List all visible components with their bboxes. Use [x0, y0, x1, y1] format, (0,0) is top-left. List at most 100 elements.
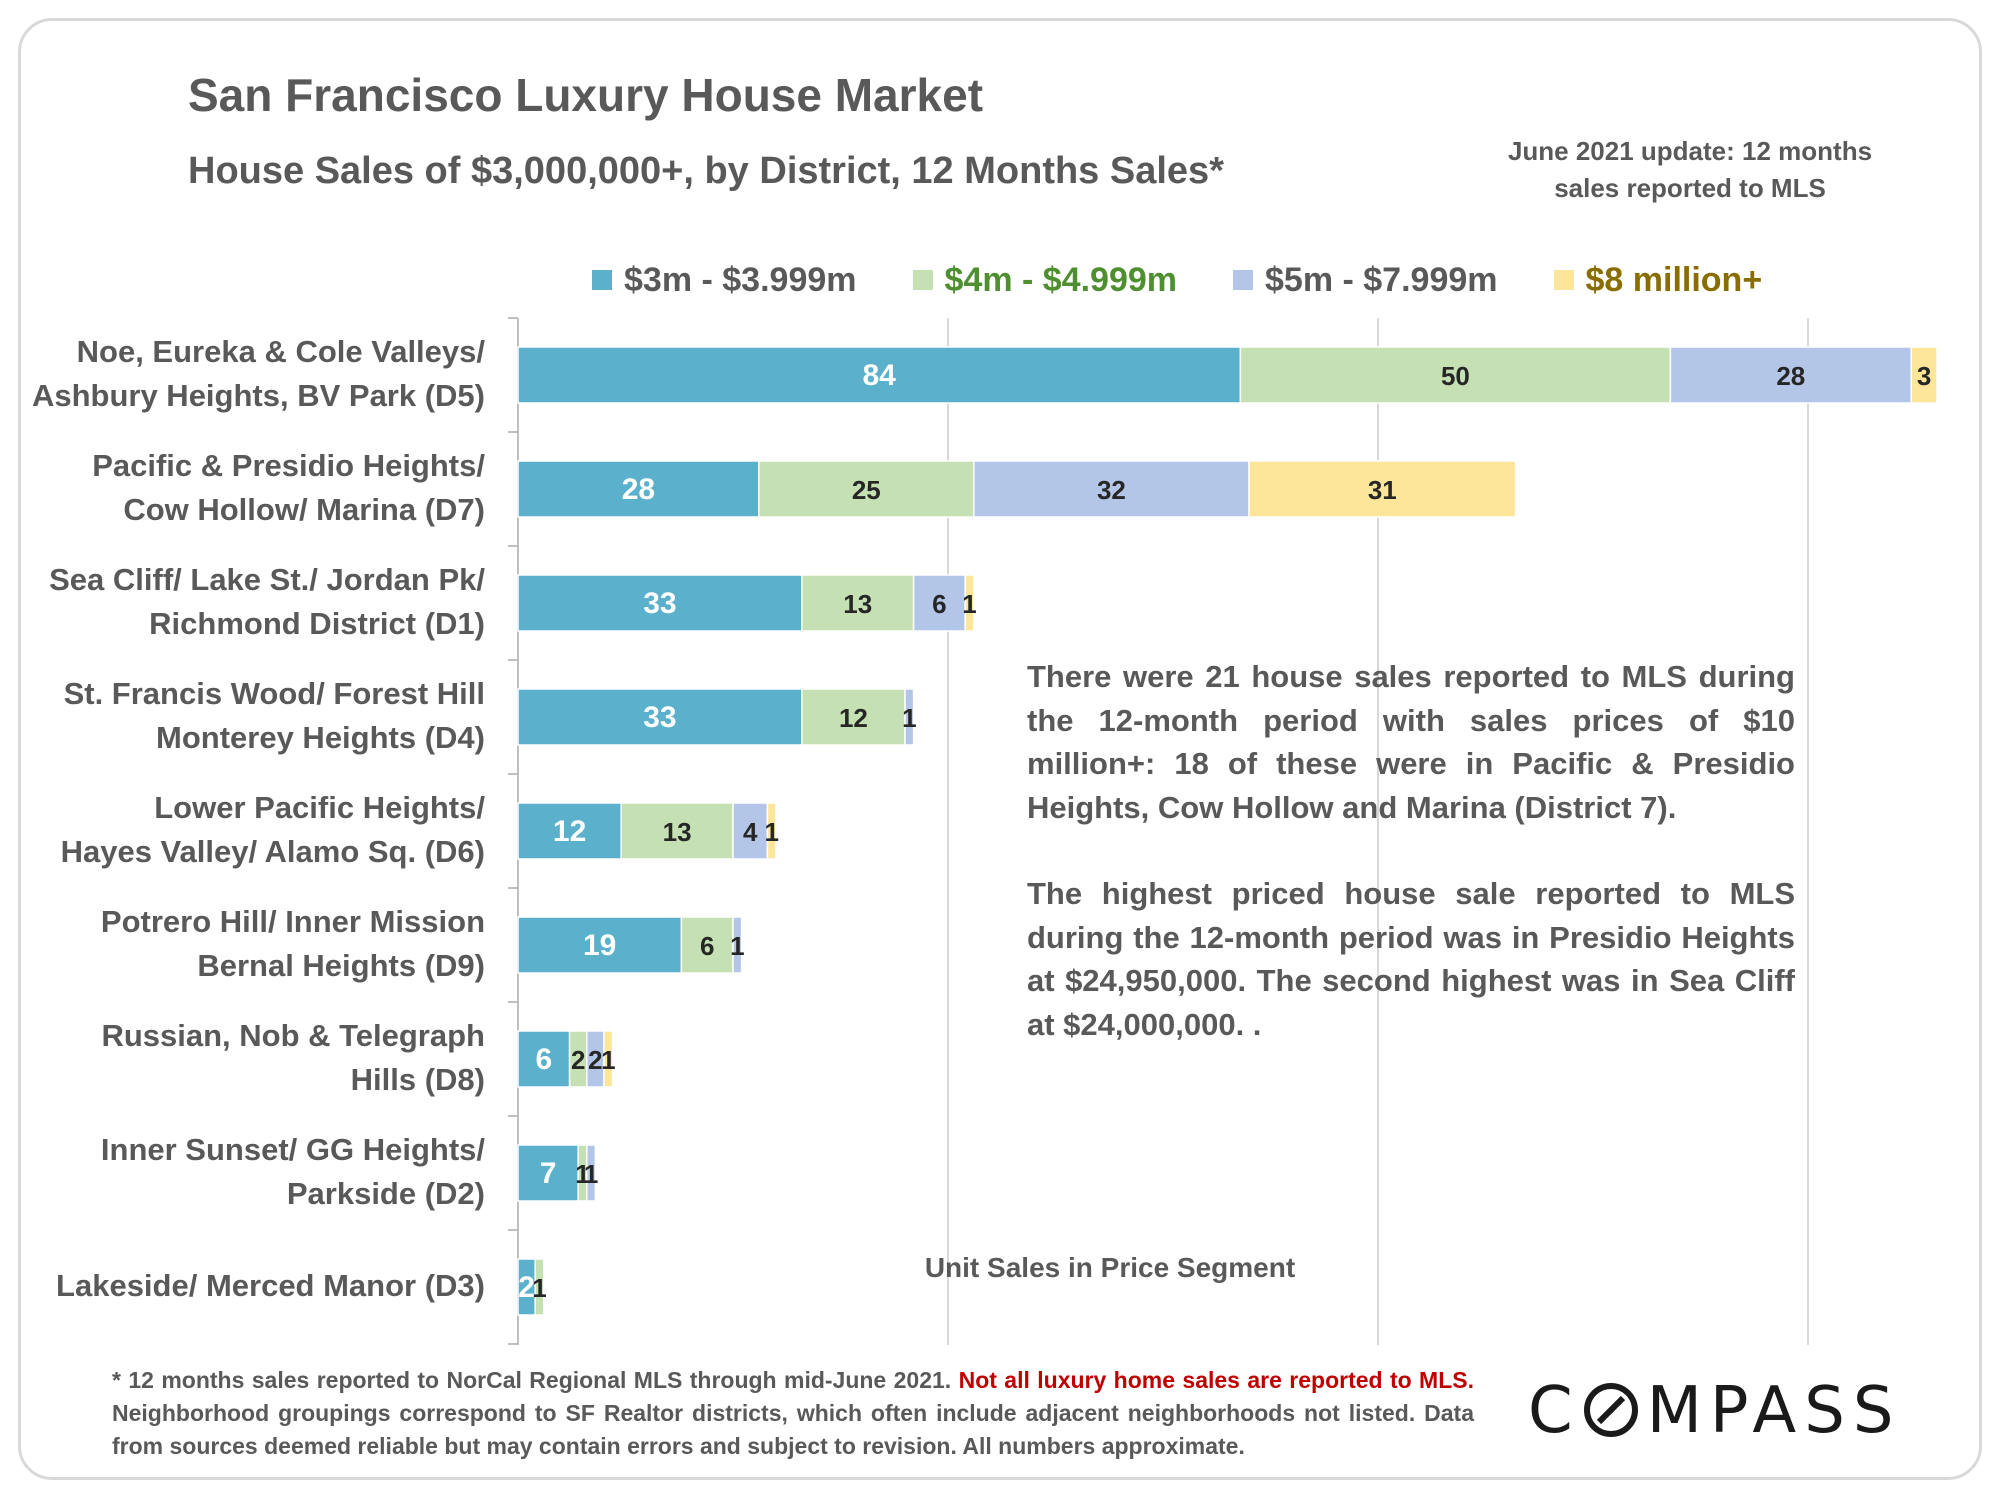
category-label-line: Noe, Eureka & Cole Valleys/	[76, 334, 485, 369]
bar-segment	[801, 574, 915, 632]
bar-segment	[517, 802, 622, 860]
bar-segment	[517, 346, 1242, 404]
bar-segment	[517, 688, 803, 746]
footnote-part-1: * 12 months sales reported to NorCal Reg…	[112, 1367, 959, 1393]
data-label: 28	[622, 473, 655, 506]
data-label: 1	[584, 1159, 598, 1189]
category-label-line: Inner Sunset/ GG Heights/	[100, 1132, 485, 1167]
compass-logo: C MPASS	[1528, 1374, 1902, 1448]
data-label: 33	[643, 587, 676, 620]
category-label-line: Potrero Hill/ Inner Mission	[100, 904, 485, 939]
footnote-part-3: Neighborhood groupings correspond to SF …	[112, 1400, 1474, 1459]
chart-title: San Francisco Luxury House Market	[188, 69, 984, 121]
bar-segment	[1248, 460, 1517, 518]
category-label: Russian, Nob & Telegraph Hills (D8)	[20, 1014, 485, 1102]
data-label: 25	[852, 475, 881, 505]
chart-subtitle: House Sales of $3,000,000+, by District,…	[188, 150, 1224, 192]
data-label: 1	[902, 703, 916, 733]
category-label-line: Lakeside/ Merced Manor (D3)	[56, 1268, 485, 1303]
bar-segment	[904, 688, 915, 746]
update-line-2: sales reported to MLS	[1554, 173, 1826, 203]
data-label: 12	[839, 703, 868, 733]
bar-segment	[517, 1030, 571, 1088]
category-label-line: Cow Hollow/ Marina (D7)	[123, 492, 485, 527]
data-label: 1	[730, 931, 744, 961]
footnote-warning: Not all luxury home sales are reported t…	[958, 1367, 1475, 1393]
data-label: 28	[1776, 361, 1805, 391]
legend-label: $4m - $4.999m	[944, 260, 1178, 299]
bar-segment	[758, 460, 975, 518]
bar-segment	[620, 802, 734, 860]
bar-segment	[766, 802, 777, 860]
legend-item: $3m - $3.999m	[592, 261, 857, 300]
bar-segment	[517, 574, 803, 632]
data-label: 2	[588, 1045, 602, 1075]
data-label: 31	[1368, 475, 1397, 505]
bar-segment	[801, 688, 906, 746]
bar-segment	[534, 1258, 545, 1316]
data-label: 7	[540, 1157, 557, 1190]
bar-segment	[517, 916, 683, 974]
data-label: 1	[601, 1045, 615, 1075]
compass-logo-o-mark	[1581, 1383, 1647, 1437]
category-label-line: Lower Pacific Heights/	[154, 790, 485, 825]
category-label-line: Hills (D8)	[350, 1062, 485, 1097]
legend-item: $5m - $7.999m	[1233, 261, 1498, 300]
data-label: 13	[663, 817, 692, 847]
bar-segment	[603, 1030, 614, 1088]
category-label: Potrero Hill/ Inner Mission Bernal Height…	[20, 900, 485, 988]
x-axis-label: Unit Sales in Price Segment	[924, 1252, 1296, 1283]
legend-label: $3m - $3.999m	[624, 260, 857, 299]
category-label: Lower Pacific Heights/Hayes Valley/ Alam…	[20, 786, 485, 874]
category-label-line: Parkside (D2)	[286, 1176, 485, 1211]
data-label: 13	[843, 589, 872, 619]
legend-label: $8 million+	[1585, 260, 1763, 299]
data-label: 1	[962, 589, 976, 619]
legend-item: $8 million+	[1553, 260, 1763, 300]
chart-card	[18, 18, 1982, 1480]
category-label: St. Francis Wood/ Forest Hill Monterey He…	[20, 672, 485, 760]
legend-swatch	[592, 270, 612, 290]
category-label-line: Sea Cliff/ Lake St./ Jordan Pk/	[49, 562, 485, 597]
update-note: June 2021 update: 12 months sales report…	[1460, 133, 1920, 207]
category-label-line: Pacific & Presidio Heights/	[92, 448, 485, 483]
data-label: 12	[553, 815, 586, 848]
bar-segment	[732, 916, 743, 974]
data-label: 4	[743, 817, 758, 847]
bar-segment	[1910, 346, 1938, 404]
data-label: 1	[532, 1273, 546, 1303]
legend-swatch	[1233, 270, 1253, 290]
legend-label: $5m - $7.999m	[1265, 260, 1498, 299]
category-label-line: Ashbury Heights, BV Park (D5)	[31, 378, 485, 413]
bar-segment	[586, 1144, 597, 1202]
annotation-note: There were 21 house sales reported to ML…	[1027, 655, 1795, 1089]
legend-swatch	[1553, 270, 1574, 290]
data-label: 84	[863, 359, 897, 392]
data-label: 2	[518, 1271, 535, 1304]
data-label: 6	[700, 931, 714, 961]
data-label: 50	[1441, 361, 1470, 391]
category-label: Pacific & Presidio Heights/Cow Hollow/ M…	[20, 444, 485, 532]
data-label: 1	[764, 817, 778, 847]
category-label: Inner Sunset/ GG Heights/Parkside (D2)	[20, 1128, 485, 1216]
data-label: 33	[643, 701, 676, 734]
legend-swatch	[912, 270, 933, 290]
legend-item: $4m - $4.999m	[912, 260, 1178, 300]
footnote: * 12 months sales reported to NorCal Reg…	[112, 1364, 1474, 1463]
category-label-line: Hayes Valley/ Alamo Sq. (D6)	[60, 834, 485, 869]
data-label: 32	[1097, 475, 1126, 505]
bar-segment	[517, 1144, 579, 1202]
category-label-line: St. Francis Wood/ Forest Hill	[63, 676, 485, 711]
update-line-1: June 2021 update: 12 months	[1507, 136, 1873, 166]
category-label-line: Monterey Heights (D4)	[156, 720, 485, 755]
data-label: 2	[571, 1045, 585, 1075]
bar-segment	[964, 574, 975, 632]
category-label-line: Richmond District (D1)	[149, 606, 485, 641]
bar-segment	[732, 802, 769, 860]
note-paragraph-1: There were 21 house sales reported to ML…	[1027, 659, 1795, 825]
bar-segment	[1669, 346, 1912, 404]
category-label: Lakeside/ Merced Manor (D3)	[20, 1264, 485, 1308]
note-paragraph-2: The highest priced house sale reported t…	[1027, 876, 1795, 1042]
data-label: 6	[535, 1043, 552, 1076]
category-label-line: Bernal Heights (D9)	[197, 948, 485, 983]
